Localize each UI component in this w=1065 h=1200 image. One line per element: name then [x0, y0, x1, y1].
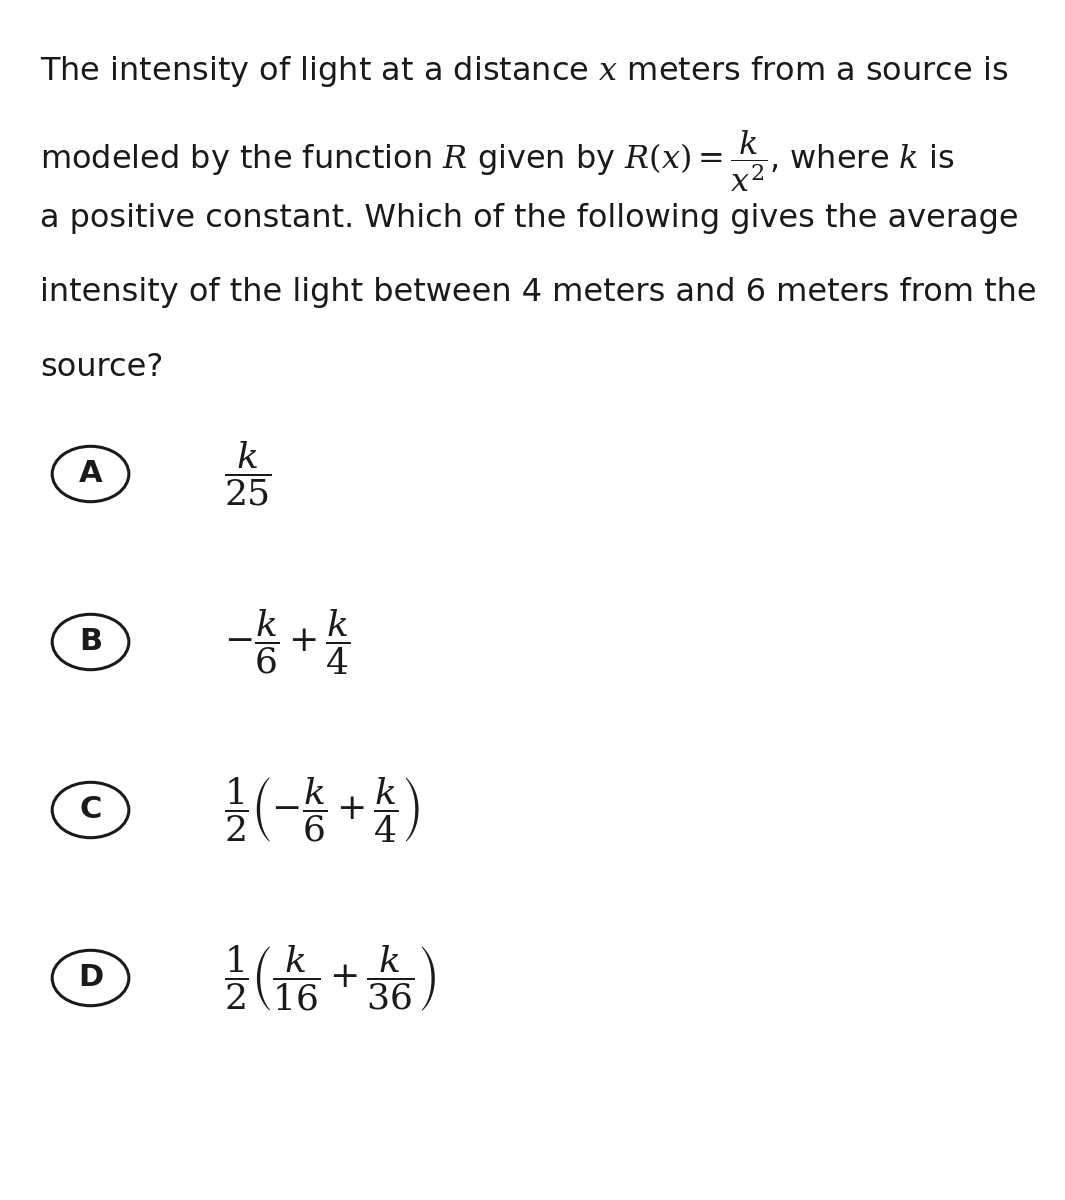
- Text: $\dfrac{1}{2}\left(\dfrac{k}{16} + \dfrac{k}{36}\right)$: $\dfrac{1}{2}\left(\dfrac{k}{16} + \dfra…: [224, 943, 436, 1013]
- Text: A: A: [79, 460, 102, 488]
- Text: $\dfrac{k}{25}$: $\dfrac{k}{25}$: [224, 440, 272, 508]
- Text: B: B: [79, 628, 102, 656]
- Text: intensity of the light between 4 meters and 6 meters from the: intensity of the light between 4 meters …: [40, 277, 1037, 308]
- Text: The intensity of light at a distance $x$ meters from a source is: The intensity of light at a distance $x$…: [40, 54, 1009, 89]
- Text: C: C: [79, 796, 102, 824]
- Text: $-\dfrac{k}{6} + \dfrac{k}{4}$: $-\dfrac{k}{6} + \dfrac{k}{4}$: [224, 607, 350, 677]
- Text: modeled by the function $R$ given by $R\left(x\right) = \dfrac{k}{x^2}$, where $: modeled by the function $R$ given by $R\…: [40, 128, 955, 194]
- Text: a positive constant. Which of the following gives the average: a positive constant. Which of the follow…: [40, 203, 1019, 234]
- Text: D: D: [78, 964, 103, 992]
- Text: source?: source?: [40, 352, 164, 383]
- Text: $\dfrac{1}{2}\left(-\dfrac{k}{6} + \dfrac{k}{4}\right)$: $\dfrac{1}{2}\left(-\dfrac{k}{6} + \dfra…: [224, 775, 420, 845]
